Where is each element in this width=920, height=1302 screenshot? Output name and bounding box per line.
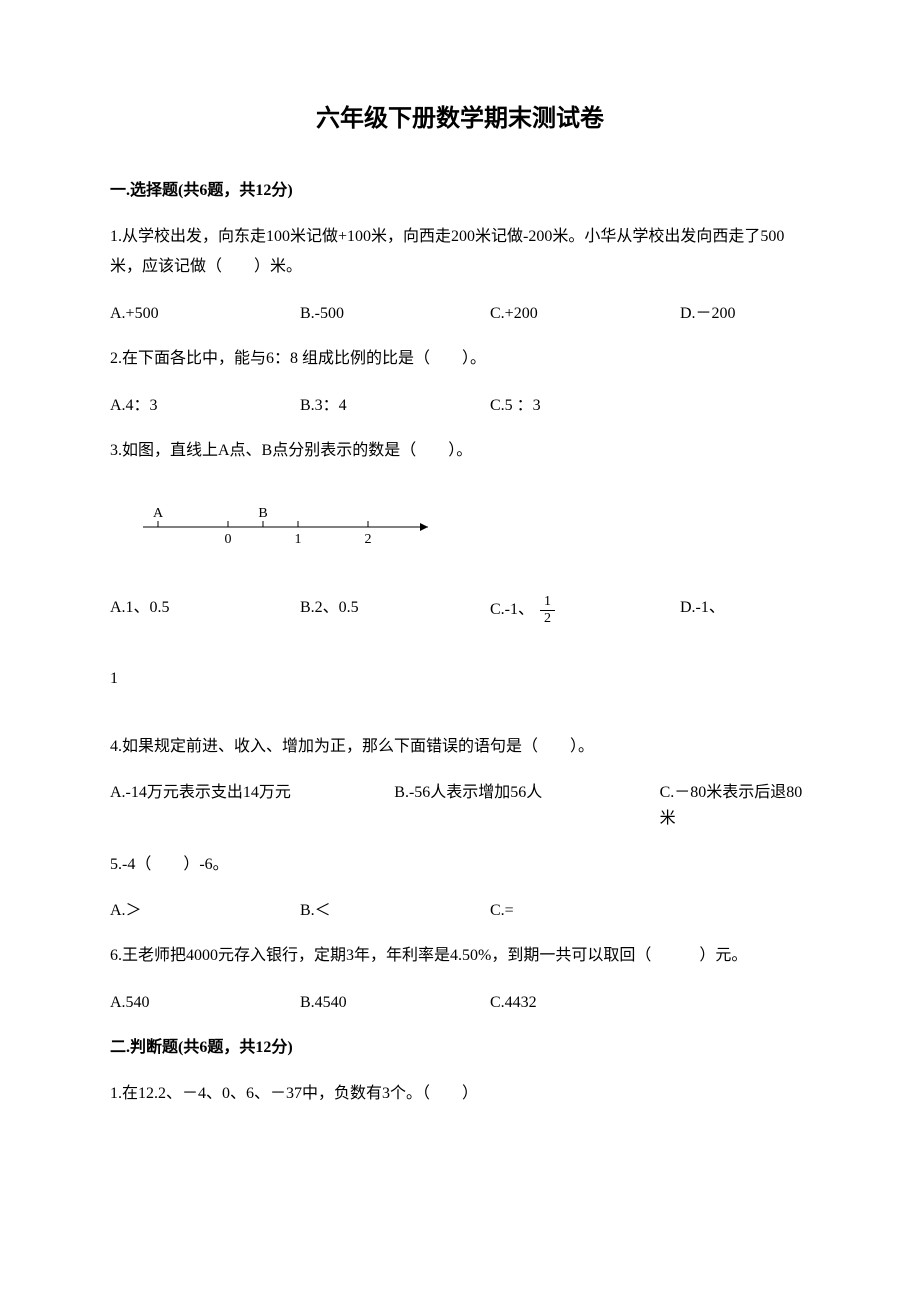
q6-opt-c: C.4432 (490, 990, 680, 1016)
page-title: 六年级下册数学期末测试卷 (110, 100, 810, 138)
q2-opt-a: A.4：3 (110, 393, 300, 419)
nl-tick-1: 1 (295, 532, 302, 547)
q4-options: A.-14万元表示支出14万元 B.-56人表示增加56人 C.－80米表示后退… (110, 780, 810, 831)
section2-header: 二.判断题(共6题，共12分) (110, 1035, 810, 1061)
q2-text: 2.在下面各比中，能与6：8 组成比例的比是（ ）。 (110, 344, 810, 374)
q2-opt-b: B.3：4 (300, 393, 490, 419)
q1-opt-a: A.+500 (110, 301, 300, 327)
q1-opt-c: C.+200 (490, 301, 680, 327)
q4-text: 4.如果规定前进、收入、增加为正，那么下面错误的语句是（ ）。 (110, 732, 810, 762)
q5-text: 5.-4（ ）-6。 (110, 850, 810, 880)
q4-opt-c: C.－80米表示后退80米 (660, 780, 810, 831)
q3-opt-c-fraction: 1 2 (540, 595, 555, 626)
nl-tick-2: 2 (365, 532, 372, 547)
q6-text: 6.王老师把4000元存入银行，定期3年，年利率是4.50%，到期一共可以取回（… (110, 941, 810, 971)
q1-opt-b: B.-500 (300, 301, 490, 327)
q3-opt-d: D.-1、 (680, 595, 725, 626)
q6-options: A.540 B.4540 C.4432 (110, 990, 810, 1016)
q3-options: A.1、0.5 B.2、0.5 C.-1、 1 2 D.-1、 (110, 595, 810, 626)
q2-options: A.4：3 B.3：4 C.5 ：3 (110, 393, 810, 419)
q5-opt-c: C.= (490, 898, 680, 924)
q3-text: 3.如图，直线上A点、B点分别表示的数是（ ）。 (110, 436, 810, 466)
q2-opt-c: C.5 ：3 (490, 393, 680, 419)
q5-options: A.＞ B.＜ C.= (110, 898, 810, 924)
numberline-svg: A B 0 1 2 (138, 503, 438, 551)
q3-opt-c: C.-1、 1 2 (490, 595, 680, 626)
q1-text: 1.从学校出发，向东走100米记做+100米，向西走200米记做-200米。小华… (110, 222, 810, 283)
q3-orphan-1: 1 (110, 666, 810, 692)
nl-tick-0: 0 (225, 532, 232, 547)
section1-header: 一.选择题(共6题，共12分) (110, 178, 810, 204)
nl-label-b: B (258, 506, 267, 521)
q5-opt-b: B.＜ (300, 898, 490, 924)
q3-opt-a: A.1、0.5 (110, 595, 300, 626)
q3-numberline: A B 0 1 2 (130, 495, 790, 568)
q5-opt-a: A.＞ (110, 898, 300, 924)
q3-opt-b: B.2、0.5 (300, 595, 490, 626)
q3-opt-c-prefix: C.-1、 (490, 602, 534, 619)
q4-opt-a: A.-14万元表示支出14万元 (110, 780, 394, 831)
fraction-numerator: 1 (540, 595, 555, 611)
fraction-denominator: 2 (540, 611, 555, 626)
s2-q1-text: 1.在12.2、－4、0、6、－37中，负数有3个。（ ） (110, 1079, 810, 1109)
q6-opt-a: A.540 (110, 990, 300, 1016)
nl-label-a: A (153, 506, 164, 521)
q4-opt-b: B.-56人表示增加56人 (394, 780, 659, 831)
q6-opt-b: B.4540 (300, 990, 490, 1016)
q1-opt-d: D.－200 (680, 301, 736, 327)
q1-options: A.+500 B.-500 C.+200 D.－200 (110, 301, 810, 327)
